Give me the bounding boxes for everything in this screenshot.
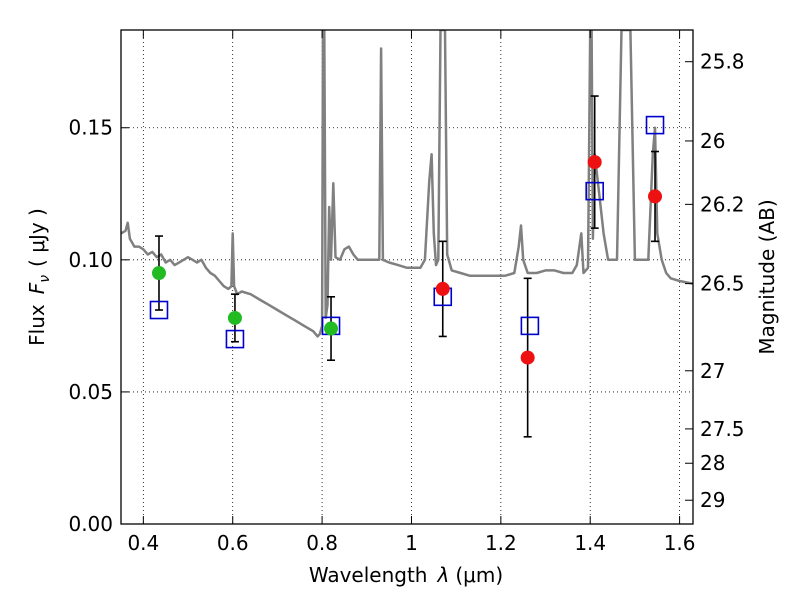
x-axis-ticks: 0.4 0.6 0.8 1 1.2 1.4 1.6 xyxy=(127,30,696,555)
x-tick-label: 1.4 xyxy=(574,531,606,555)
model-square-marker xyxy=(645,115,665,135)
infrared-data-point xyxy=(435,281,450,296)
y-tick-label: 0.10 xyxy=(68,248,113,272)
infrared-data-point xyxy=(587,155,602,170)
x-tick-label: 1.2 xyxy=(485,531,517,555)
y-axis-label: FluxFν( μJy ) xyxy=(25,208,53,346)
right-tick-label: 26.5 xyxy=(700,272,745,296)
infrared-data-point xyxy=(648,189,663,204)
observed-photometry-markers xyxy=(151,155,663,365)
optical-data-point xyxy=(324,321,339,336)
right-tick-label: 27.5 xyxy=(700,417,745,441)
y-axis-ticks: 0.00 0.05 0.10 0.15 xyxy=(68,116,129,536)
right-tick-label: 29 xyxy=(700,488,725,512)
x-tick-label: 0.6 xyxy=(217,531,249,555)
y-tick-label: 0.15 xyxy=(68,116,113,140)
optical-data-point xyxy=(151,266,166,281)
plot-content xyxy=(121,30,693,438)
model-photometry-markers xyxy=(149,115,665,349)
x-tick-label: 1 xyxy=(405,531,418,555)
model-square-marker xyxy=(585,181,604,201)
right-tick-label: 28 xyxy=(700,451,725,475)
model-square-marker xyxy=(149,300,169,320)
right-tick-label: 27 xyxy=(700,359,725,383)
plot-frame xyxy=(120,29,694,525)
spectrum-line xyxy=(121,30,693,338)
x-tick-label: 1.6 xyxy=(664,531,696,555)
x-axis-label: Wavelength λ (μm) xyxy=(309,563,503,587)
right-tick-label: 26 xyxy=(700,129,725,153)
model-square-marker xyxy=(520,316,540,336)
y-tick-label: 0.00 xyxy=(68,512,113,536)
x-tick-label: 0.8 xyxy=(306,531,338,555)
right-tick-label: 26.2 xyxy=(700,192,745,216)
right-axis-ticks: 25.8 26 26.2 26.5 27 27.5 28 29 xyxy=(685,50,745,512)
optical-data-point xyxy=(227,310,242,325)
y-tick-label: 0.05 xyxy=(68,380,113,404)
grid-lines xyxy=(121,30,693,524)
right-tick-label: 25.8 xyxy=(700,50,745,74)
right-axis-label: Magnitude (AB) xyxy=(755,199,779,354)
plot-area xyxy=(121,30,693,524)
infrared-data-point xyxy=(520,350,535,365)
model-square-marker xyxy=(225,329,245,349)
x-tick-label: 0.4 xyxy=(127,531,159,555)
